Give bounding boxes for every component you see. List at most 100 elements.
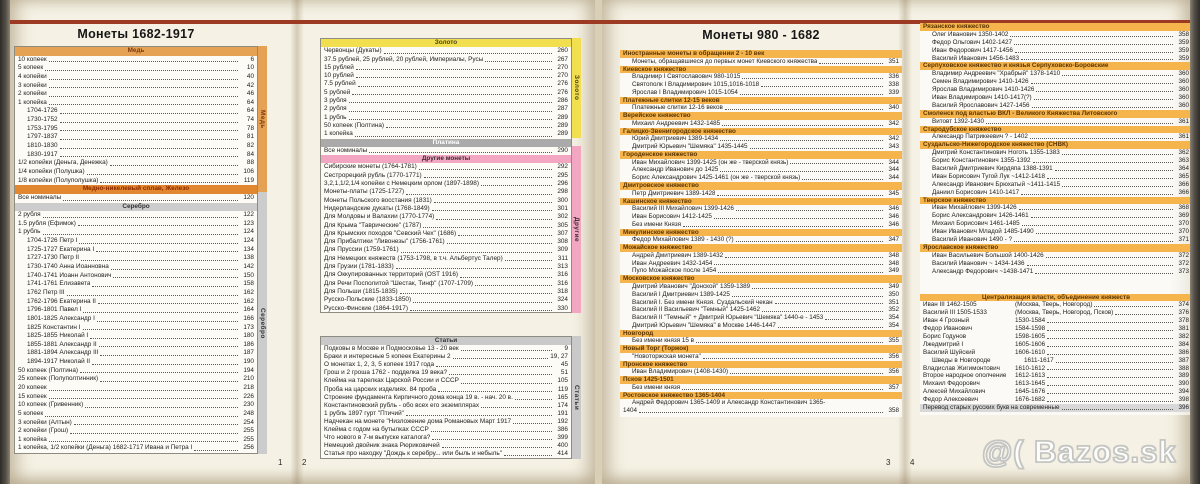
section-header-label: Городенское княжество (623, 150, 698, 158)
watermark: @( Bazos.sk (981, 433, 1177, 469)
entry-page-number: 338 (888, 81, 899, 89)
leader-dots (91, 363, 238, 365)
entry-page-number: 384 (1178, 340, 1189, 348)
leader-dots (1014, 43, 1173, 45)
leader-dots (504, 455, 552, 457)
entry-text: 1825 Константин I (27, 323, 81, 331)
leader-dots (1047, 337, 1173, 339)
leader-dots (1035, 272, 1173, 274)
entry-text: Для Немецких княжеств (1753-1798, в т.ч.… (324, 254, 503, 262)
entry-page-number: 300 (557, 196, 568, 204)
entry-page-number: 351 (888, 298, 899, 306)
entry-text: Даниил Борисович 1410-1417 (932, 188, 1020, 196)
toc-entry: Василий II "Темный" + Дмитрий Юрьевич "Ш… (620, 314, 902, 322)
entry-page-number: 302 (557, 213, 568, 221)
entry-text: Иван Андреевич 1432-1454 (632, 259, 713, 267)
leader-dots (1047, 322, 1173, 324)
toc-entry: 1.5 рубля (Ефимок) 123 (15, 220, 257, 229)
toc-entry: Без имени князя 15 в 355 (620, 337, 902, 345)
entry-text: 1727-1730 Петр II (27, 254, 80, 262)
toc-entry: Браки и интересные 5 копеек Екатерины 2 1… (321, 353, 571, 361)
entry-text: 25 копеек (Полуполтинник) (18, 375, 99, 383)
entry-text: Для Прибалтики "Ливонезы" (1756-1761) (324, 238, 445, 246)
leader-dots (100, 355, 238, 357)
entry-text: Статья про находку "Дождь к серебру... и… (324, 450, 502, 458)
toc-entry: 1881-1894 Александр III 187 (15, 349, 257, 358)
leader-dots (722, 124, 883, 126)
entry-name: Лжедмитрий I (923, 340, 964, 348)
entry-text: 1725-1727 Екатерина I (27, 245, 95, 253)
section-header-label: Платина (432, 138, 460, 146)
entry-text: 1/8 копейки (Полуполушка) (18, 176, 99, 184)
toc-entry: Проба на царских изделиях. 84 проба 119 (321, 386, 571, 394)
entry-page-number: 289 (557, 130, 568, 138)
leader-dots (405, 414, 552, 416)
toc-entry: 1/2 копейки (Деньга, Денежка) 88 (15, 159, 257, 168)
entry-page-number: 368 (1178, 204, 1189, 212)
entry-text: Монеты Польского восстания (1831) (324, 196, 432, 204)
entry-text: Борис Александрович 1426-1461 (932, 212, 1029, 220)
leader-dots (739, 93, 883, 95)
toc-entry: 5 копеек 10 (15, 64, 257, 73)
entry-page-number: 6 (250, 55, 254, 63)
toc-entry: 1810-1830 82 (15, 142, 257, 151)
entry-page-number: 19, 27 (550, 353, 568, 361)
entry-text: Святополк I Владимирович 1015,1016-1018 (632, 81, 760, 89)
leader-dots (1047, 329, 1173, 331)
entry-text: Для Крыма "Таврические" (1787) (324, 221, 422, 229)
toc-entry: Андрей Дмитриевич 1389-1432 348 (620, 252, 902, 260)
entry-page-number: 363 (1178, 157, 1189, 165)
leader-dots (369, 152, 552, 154)
section-header: Серпуховское княжество и князья Серпухов… (920, 62, 1192, 71)
top-accent-line (10, 20, 1190, 24)
entry-page-number: 362 (1178, 149, 1189, 157)
entry-text: Немецкий двойник знака Рюриковичей (324, 442, 440, 450)
section-header-label: Тверское княжество (923, 196, 987, 204)
leader-dots (355, 77, 552, 79)
leader-dots (77, 225, 238, 227)
entry-page-number: 142 (243, 263, 254, 271)
section-header: Медно-никелевый сплав, Железо (15, 185, 257, 194)
toc-entry: 1801-1825 Александр I 166 (15, 315, 257, 324)
entry-text: Борис Александрович 1425-1461 (он же - т… (632, 174, 801, 182)
leader-dots (48, 87, 238, 89)
toc-entry: Пуло Можайское после 1454 349 (620, 267, 902, 275)
section-header: Централизация власти, объединение княжес… (920, 293, 1192, 302)
leader-dots (194, 450, 238, 452)
leader-dots (48, 389, 238, 391)
entry-page-number: 359 (1178, 38, 1189, 46)
toc-entry: 10 копеек 6 (15, 56, 257, 65)
section-header: Серебро (15, 202, 257, 212)
toc-entry: Сестрорецкий рубль (1770-1771) 295 (321, 172, 571, 180)
toc-entry: 15 рублей 270 (321, 64, 571, 72)
leader-dots (413, 301, 552, 303)
entry-page-number: 64 (246, 107, 254, 115)
toc-entry: Борис Александрович 1426-1461 369 (920, 212, 1192, 220)
entry-text: Александр Патрикеевич ? - 1402 (932, 133, 1028, 141)
entry-page-number: 316 (557, 279, 568, 287)
entry-page-number: 346 (888, 205, 899, 213)
toc-entry: Иван Иванович Младой 1485-1490 370 (920, 228, 1192, 236)
entry-page-number: 308 (557, 238, 568, 246)
leader-dots (504, 260, 552, 262)
entry-page-number: 387 (1178, 356, 1189, 364)
leader-dots (1047, 400, 1173, 402)
entry-page-number: 339 (888, 88, 899, 96)
toc-entry: Василий III 1505-1533 (Москва, Тверь, Нов… (920, 309, 1192, 317)
leader-dots (90, 337, 238, 339)
leader-dots (774, 303, 883, 305)
entry-page-number: 40 (246, 72, 254, 80)
toc-entry: 2 рубля 122 (15, 211, 257, 220)
entry-page-number: 164 (243, 306, 254, 314)
section-header: Псков 1425-1501 (620, 376, 902, 384)
entry-years: 1611-1617 (1024, 356, 1054, 364)
entry-text: Федор Михайлович 1389 - 1430 (?) (632, 236, 734, 244)
leader-dots (1047, 177, 1173, 179)
toc-entry: Иван Борисович Тугой Лук ~1412-1418 365 (920, 173, 1192, 181)
toc-entry: 3 рубля 286 (321, 97, 571, 105)
entry-text: Клейма с годом на бутылках СССР (324, 426, 429, 434)
leader-dots (724, 109, 883, 111)
leader-dots (713, 217, 883, 219)
leader-dots (1061, 408, 1173, 410)
section-header-label: Статьи (434, 337, 458, 344)
